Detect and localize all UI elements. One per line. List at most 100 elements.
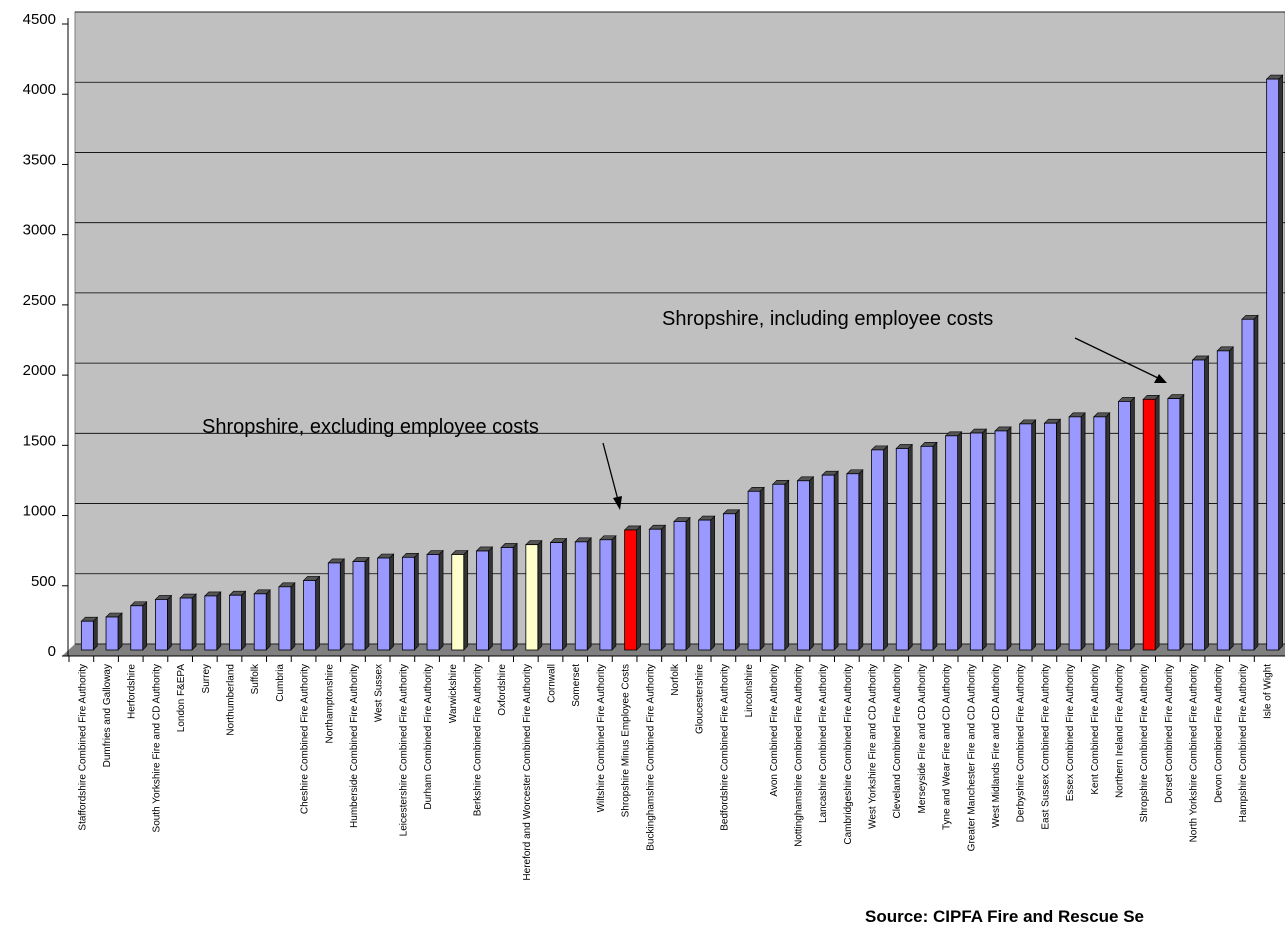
bar <box>377 557 391 651</box>
y-tick-label: 2000 <box>23 362 56 379</box>
bar <box>797 480 810 651</box>
bar-side <box>142 601 148 651</box>
bar <box>401 556 415 651</box>
bar <box>204 595 218 651</box>
x-tick-label: Shropshire Combined Fire Authority <box>1139 664 1150 822</box>
x-tick-label: Northumberland <box>226 664 237 736</box>
x-tick-label: Lancashire Combined Fire Authority <box>818 664 829 823</box>
bar <box>969 432 983 651</box>
bar-side <box>1080 412 1086 651</box>
bar <box>352 561 366 651</box>
x-tick-label: Leicestershire Combined Fire Authority <box>398 664 409 836</box>
y-tick-label: 1500 <box>23 432 56 449</box>
source-note: Source: CIPFA Fire and Rescue Se <box>865 907 1144 926</box>
x-tick-label: Oxfordshire <box>497 664 508 716</box>
x-tick-label: Dorset Combined Fire Authority <box>1164 664 1175 804</box>
bar <box>105 616 119 651</box>
bar-side <box>636 525 641 651</box>
y-tick-label: 4500 <box>23 11 56 28</box>
bar-side <box>957 431 962 651</box>
annotation-arrow <box>1074 337 1159 379</box>
y-tick-label: 1000 <box>23 503 56 520</box>
x-tick-label: Warwickshire <box>448 664 459 724</box>
x-tick-label: West Yorkshire Fire and CD Authority <box>868 664 879 829</box>
bar-side <box>117 612 123 651</box>
bar-side <box>858 469 864 651</box>
x-tick-label: Norfolk <box>670 663 681 696</box>
x-tick-label: Derbyshire Combined Fire Authority <box>1016 664 1027 822</box>
bar <box>253 593 267 651</box>
x-tick-label: Devon Combined Fire Authority <box>1213 664 1224 803</box>
bar-side <box>883 445 888 651</box>
bar-side <box>290 582 296 651</box>
bar-side <box>1006 426 1012 651</box>
bar-side <box>93 616 98 651</box>
bar-side <box>512 542 518 651</box>
x-tick-label: Staffordshire Combined Fire Authority <box>77 664 88 831</box>
x-tick-label: Cumbria <box>275 664 286 702</box>
bar <box>895 448 909 651</box>
bar <box>574 541 588 651</box>
bar-side <box>488 546 493 651</box>
x-tick-label: Northamptonshire <box>324 664 335 744</box>
bar <box>1068 416 1082 651</box>
x-tick-label: Northern Ireland Fire Authority <box>1114 664 1125 798</box>
bar-side <box>907 443 913 651</box>
bar <box>698 519 712 651</box>
annotation: Shropshire, including employee costs <box>662 308 993 330</box>
x-tick-label: Humberside Combined Fire Authority <box>349 664 360 828</box>
bar-side <box>389 553 394 651</box>
bar <box>303 580 316 651</box>
bar <box>426 554 440 651</box>
bar-side <box>833 470 839 651</box>
x-tick-label: Buckinghamshire Combined Fire Authority <box>645 664 656 851</box>
bar-side <box>1228 346 1234 651</box>
bar-side <box>982 428 987 651</box>
bar-side <box>932 441 938 651</box>
bar <box>1216 350 1230 651</box>
x-tick-label: Kent Combined Fire Authority <box>1090 664 1101 795</box>
bar <box>1019 423 1033 651</box>
bar <box>525 544 539 651</box>
y-tick-label: 0 <box>48 643 56 660</box>
x-tick-label: Berkshire Combined Fire Authority <box>472 664 483 816</box>
x-tick-label: West Sussex <box>374 664 385 722</box>
bar <box>1118 401 1131 651</box>
bar <box>476 550 489 651</box>
y-tick-label: 3500 <box>23 151 56 168</box>
bar-side <box>809 476 814 651</box>
x-tick-label: Cleveland Combined Fire Authority <box>892 664 903 819</box>
x-tick-label: Wiltshire Combined Fire Authority <box>596 664 607 812</box>
bar <box>451 554 465 651</box>
bar <box>1142 398 1156 651</box>
bar-side <box>685 516 691 651</box>
x-tick-label: Cheshire Combined Fire Authority <box>300 664 311 814</box>
x-tick-label: Suffolk <box>250 663 261 694</box>
arrow-head <box>613 496 622 510</box>
bar <box>821 474 835 651</box>
arrow-head <box>1154 374 1167 383</box>
bar-side <box>216 591 222 651</box>
bar-side <box>265 589 271 651</box>
bar-side <box>1031 419 1037 651</box>
x-tick-label: Hereford and Worcester Combined Fire Aut… <box>522 664 533 881</box>
x-tick-label: Surrey <box>201 664 212 693</box>
bar-side <box>759 486 765 651</box>
x-tick-label: West Midlands Fire and CD Authority <box>991 664 1002 828</box>
x-tick-label: East Sussex Combined Fire Authority <box>1040 664 1051 830</box>
bar <box>80 620 94 651</box>
bar <box>278 586 292 651</box>
x-tick-label: Cambridgeshire Combined Fire Authority <box>843 664 854 845</box>
bar <box>179 597 193 651</box>
bar <box>1266 78 1280 651</box>
bar-side <box>1278 74 1283 651</box>
bars <box>80 74 1284 651</box>
bar-side <box>1253 314 1259 651</box>
bar-side <box>167 594 172 651</box>
bar <box>673 521 687 651</box>
bar-side <box>438 549 444 651</box>
bar <box>846 473 860 651</box>
bar-side <box>562 537 567 651</box>
bar-side <box>586 537 592 651</box>
